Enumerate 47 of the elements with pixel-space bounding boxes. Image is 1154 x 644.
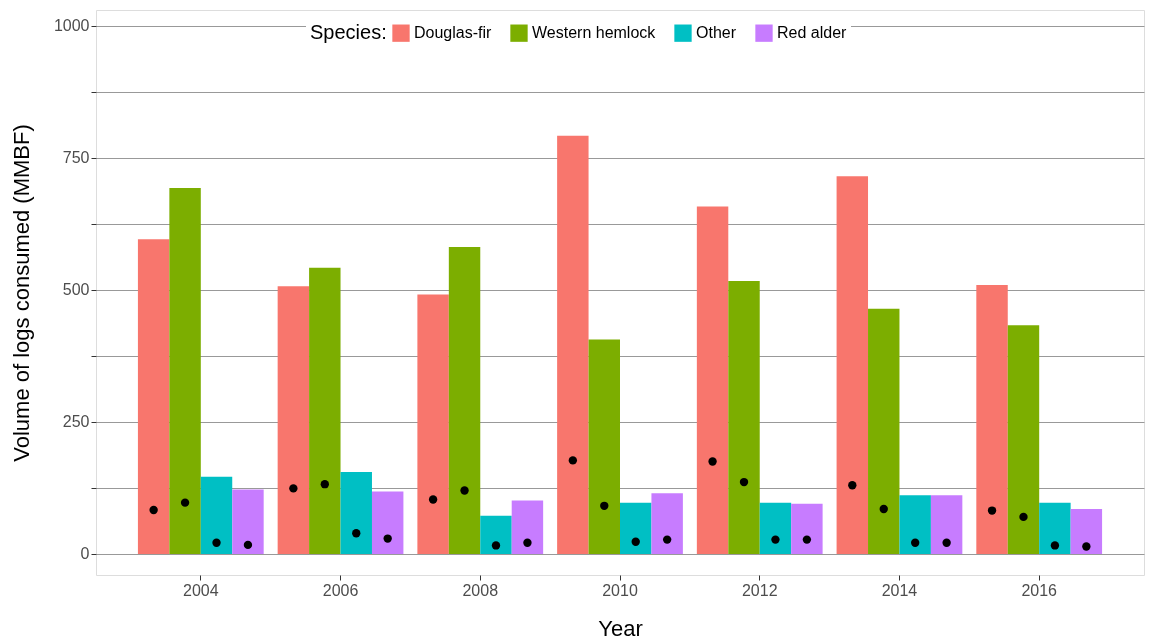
bar <box>232 489 264 554</box>
legend-label: Other <box>696 24 737 42</box>
x-tick-label: 2006 <box>322 581 359 599</box>
bar <box>791 503 823 554</box>
y-tick-label: 250 <box>62 413 90 431</box>
legend-label: Western hemlock <box>532 24 657 42</box>
bar <box>277 286 310 554</box>
bar <box>309 267 341 554</box>
legend-label: Douglas-fir <box>414 24 493 42</box>
legend-label: Red alder <box>777 24 848 42</box>
bar <box>480 515 512 554</box>
bar <box>511 500 544 554</box>
bar <box>836 176 869 554</box>
bar <box>976 285 1008 554</box>
bar <box>200 476 233 554</box>
y-tick-label: 500 <box>62 281 90 299</box>
y-axis-title: Volume of logs consumed (MMBF) <box>8 124 34 462</box>
bar <box>417 294 449 554</box>
x-tick-label: 2016 <box>1021 581 1058 599</box>
x-axis-title: Year <box>598 615 643 641</box>
bar <box>868 308 900 554</box>
bar <box>759 502 792 554</box>
bar <box>169 187 201 554</box>
bar <box>930 495 963 554</box>
bar <box>620 502 652 554</box>
bar <box>728 280 760 554</box>
bar <box>371 491 404 554</box>
bar <box>1039 502 1071 554</box>
bar <box>448 247 481 554</box>
bar <box>899 495 931 554</box>
legend-title: Species: <box>310 21 387 43</box>
x-tick-label: 2008 <box>462 581 499 599</box>
bar <box>1007 325 1040 554</box>
y-tick-label: 750 <box>62 149 90 167</box>
y-tick-label: 1000 <box>53 17 90 35</box>
x-tick-label: 2004 <box>183 581 219 599</box>
x-tick-label: 2014 <box>881 581 918 599</box>
bar <box>340 472 372 554</box>
y-tick-label: 0 <box>80 545 90 563</box>
x-tick-label: 2012 <box>741 581 778 599</box>
bar <box>557 135 589 554</box>
bar <box>137 239 170 554</box>
bar <box>1070 509 1103 554</box>
bar <box>651 493 683 554</box>
x-tick-label: 2010 <box>602 581 638 599</box>
bar <box>696 206 729 554</box>
bar <box>588 339 620 554</box>
